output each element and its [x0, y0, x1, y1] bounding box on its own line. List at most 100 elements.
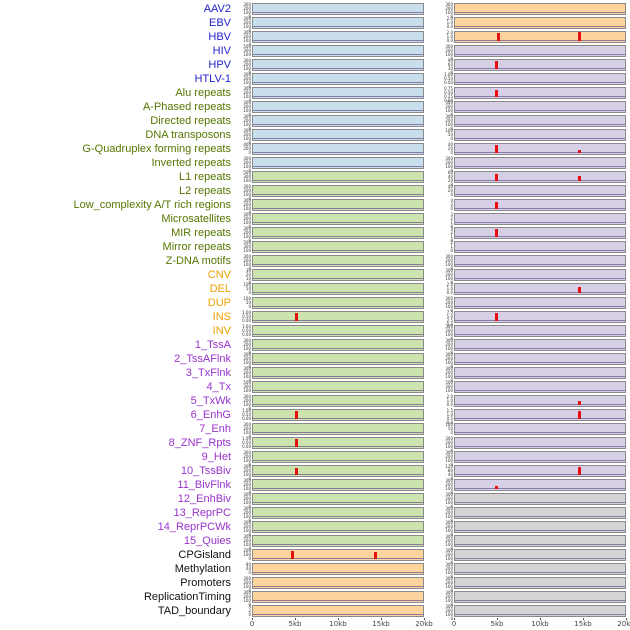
right-signal-panel: [454, 269, 626, 281]
x-tick-mark: [497, 618, 498, 620]
row-label: HIV: [212, 44, 231, 57]
left-signal-panel: [252, 87, 424, 99]
left-signal-panel: [252, 311, 424, 323]
y-tick-label: 300: [243, 128, 251, 133]
y-tick-label: 0.00: [242, 416, 251, 421]
y-tick-label: 300: [243, 184, 251, 189]
left-y-axis-ticks: 300 200 100 0: [236, 87, 252, 103]
left-signal-panel: [252, 199, 424, 211]
signal-baseline: [455, 236, 625, 237]
right-signal-panel: [454, 87, 626, 99]
y-tick-label: 100: [445, 486, 453, 491]
y-tick-label: 300: [243, 174, 251, 179]
y-tick-label: 500: [243, 170, 251, 175]
row-label: Mirror repeats: [162, 240, 231, 253]
y-tick-label: 0.0: [446, 322, 453, 327]
y-tick-label: 100: [445, 556, 453, 561]
track-row: L1 repeats 500 300 100 60 40 20 0: [0, 170, 630, 187]
y-tick-label: 40: [447, 142, 453, 147]
y-tick-label: 100: [243, 346, 251, 351]
x-tick-mark: [338, 618, 339, 620]
y-tick-label: 100: [243, 10, 251, 15]
track-row: A-Phased repeats 300 200 100 0 300 200 100 0: [0, 100, 630, 117]
left-signal-panel: [252, 493, 424, 505]
y-tick-label: 0.25: [444, 94, 453, 99]
x-tick-label: 0: [249, 620, 255, 628]
track-row: 1_TssA 300 200 100 0 300 200 100 0: [0, 338, 630, 355]
y-tick-label: 300: [445, 156, 453, 161]
y-tick-label: 0: [450, 280, 453, 285]
right-y-axis-ticks: 40 20 0: [438, 143, 454, 155]
y-tick-label: 100: [445, 388, 453, 393]
y-tick-label: 100: [243, 178, 251, 183]
y-tick-label: 2: [450, 202, 453, 207]
left-y-axis-ticks: 1.00 0.50 0.00: [236, 409, 252, 421]
track-row: Alu repeats 300 200 100 0 0.75 0.50 0.25 0.00: [0, 86, 630, 103]
right-signal-panel: [454, 227, 626, 239]
y-tick-label: 300: [445, 268, 453, 273]
right-signal-panel: [454, 311, 626, 323]
right-y-axis-ticks: 300 200 100 0: [438, 45, 454, 61]
y-tick-label: 200: [445, 594, 453, 599]
y-tick-label: 300: [445, 534, 453, 539]
right-y-axis-ticks: 300 200 100 0: [438, 268, 454, 285]
signal-baseline: [253, 236, 423, 237]
y-tick-label: 0: [450, 476, 453, 481]
y-tick-label: 300: [445, 114, 453, 119]
left-signal-panel: [252, 381, 424, 393]
y-tick-label: 50: [245, 286, 251, 291]
y-tick-label: 300: [445, 352, 453, 357]
signal-baseline: [253, 68, 423, 69]
right-y-axis-ticks: 100 50 0: [438, 129, 454, 141]
y-tick-label: 0: [248, 588, 251, 593]
y-tick-label: 0: [450, 588, 453, 593]
row-label: 11_BivFlnk: [177, 478, 231, 491]
x-tick-mark: [424, 618, 425, 620]
y-tick-label: 200: [445, 370, 453, 375]
y-tick-label: 300: [243, 534, 251, 539]
left-y-axis-ticks: 1.00 0.50 0.00: [236, 311, 252, 323]
right-y-axis-ticks: 300 200 100 0: [438, 605, 454, 621]
y-tick-label: 0: [248, 84, 251, 89]
y-tick-label: 100: [243, 486, 251, 491]
right-signal-panel: [454, 199, 626, 211]
y-tick-label: 2: [450, 216, 453, 221]
y-tick-label: 300: [243, 244, 251, 249]
y-tick-label: 0: [248, 406, 251, 411]
y-tick-label: 80: [447, 468, 453, 473]
y-tick-label: 300: [445, 338, 453, 343]
row-label: INV: [212, 324, 231, 337]
y-tick-label: 100: [243, 248, 251, 253]
y-tick-label: 300: [243, 2, 251, 7]
row-label: G-Quadruplex forming repeats: [82, 142, 231, 155]
y-tick-label: 100: [243, 528, 251, 533]
right-y-axis-ticks: 300 200 100 0: [438, 437, 454, 453]
left-signal-panel: [252, 143, 424, 155]
right-y-axis-ticks: 300 200 100 0: [438, 591, 454, 607]
y-tick-label: 200: [445, 538, 453, 543]
y-tick-label: 0: [450, 266, 453, 271]
y-tick-label: 200: [243, 524, 251, 529]
y-tick-label: 0.00: [444, 80, 453, 85]
row-label: 9_Het: [201, 450, 231, 463]
right-y-axis-ticks: 2.0 1.0 0.0: [438, 31, 454, 43]
y-tick-label: 100: [243, 388, 251, 393]
left-y-axis-ticks: 300 200 100 0: [236, 59, 252, 75]
y-tick-label: 200: [243, 160, 251, 165]
right-signal-panel: [454, 353, 626, 365]
x-tick-mark: [540, 618, 541, 620]
left-signal-panel: [252, 185, 424, 197]
row-label: 10_TssBiv: [180, 464, 231, 477]
left-y-axis-ticks: 300 200 100 0: [236, 395, 252, 411]
y-tick-label: 20: [447, 188, 453, 193]
y-tick-label: 200: [243, 216, 251, 221]
y-tick-label: 200: [445, 440, 453, 445]
signal-baseline: [455, 516, 625, 517]
signal-baseline: [253, 502, 423, 503]
left-y-axis-ticks: 300 200 100 0: [236, 577, 252, 593]
y-tick-label: 90: [447, 58, 453, 63]
track-row: DUP 100 50 0 300 200 100 0: [0, 296, 630, 313]
y-tick-label: 100: [243, 234, 251, 239]
y-tick-label: 200: [445, 482, 453, 487]
left-signal-panel: [252, 101, 424, 113]
